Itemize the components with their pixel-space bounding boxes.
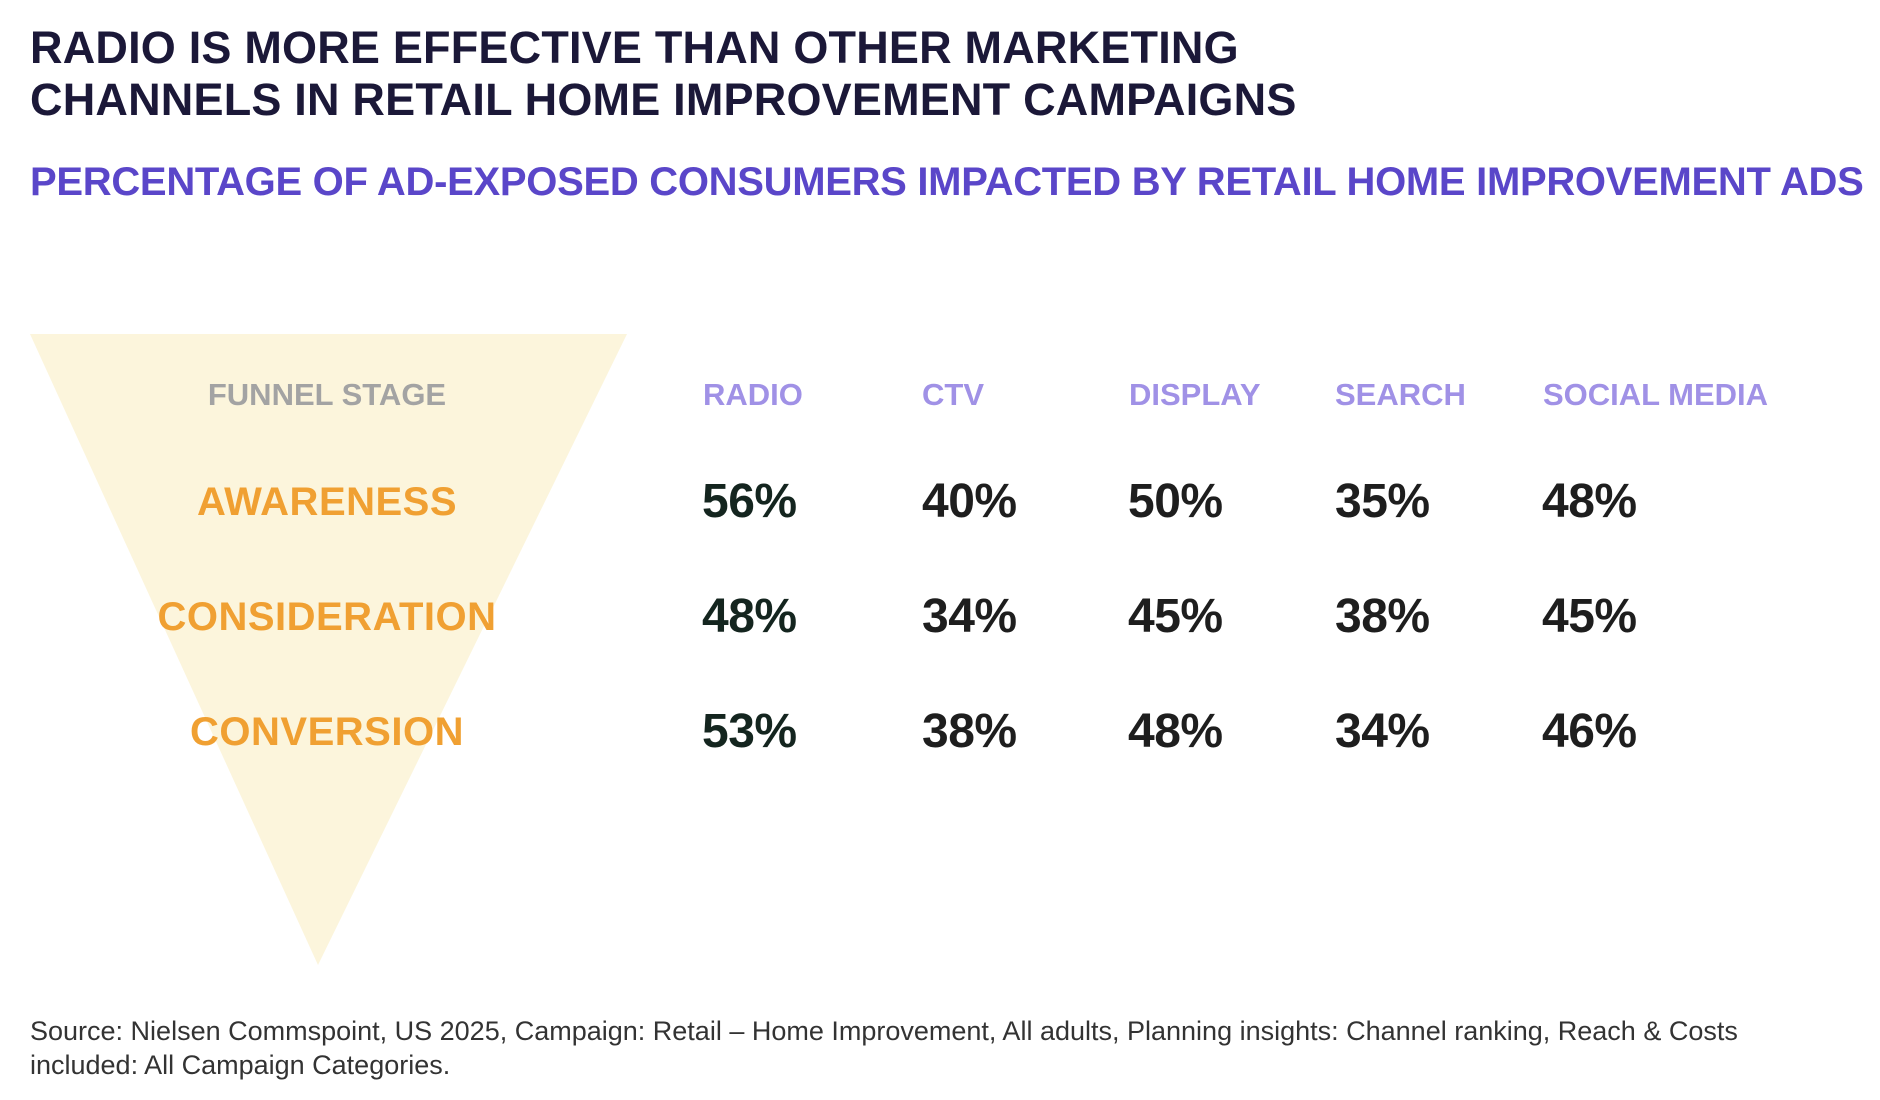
source-note: Source: Nielsen Commspoint, US 2025, Cam… (30, 1014, 1870, 1082)
value-awareness-radio: 56% (702, 475, 797, 528)
column-header-search: SEARCH (1335, 377, 1466, 412)
chart-title: RADIO IS MORE EFFECTIVE THAN OTHER MARKE… (30, 22, 1530, 126)
value-consideration-display: 45% (1128, 590, 1223, 643)
chart-title-line-2: CHANNELS IN RETAIL HOME IMPROVEMENT CAMP… (30, 74, 1297, 125)
value-conversion-ctv: 38% (922, 705, 1017, 758)
value-awareness-search: 35% (1335, 475, 1430, 528)
funnel-stage-header: FUNNEL STAGE (207, 377, 447, 412)
stage-label-awareness: AWARENESS (196, 480, 458, 524)
value-conversion-search: 34% (1335, 705, 1430, 758)
value-awareness-display: 50% (1128, 475, 1223, 528)
column-header-display: DISPLAY (1129, 377, 1261, 412)
funnel-triangle (30, 334, 627, 965)
value-consideration-social-media: 45% (1542, 590, 1637, 643)
value-awareness-social-media: 48% (1542, 475, 1637, 528)
value-conversion-radio: 53% (702, 705, 797, 758)
column-header-radio: RADIO (703, 377, 803, 412)
column-header-ctv: CTV (922, 377, 984, 412)
chart-subtitle: PERCENTAGE OF AD-EXPOSED CONSUMERS IMPAC… (30, 160, 1864, 204)
stage-label-conversion: CONVERSION (190, 710, 464, 754)
value-awareness-ctv: 40% (922, 475, 1017, 528)
column-header-social-media: SOCIAL MEDIA (1543, 377, 1769, 412)
value-consideration-ctv: 34% (922, 590, 1017, 643)
value-conversion-display: 48% (1128, 705, 1223, 758)
stage-label-consideration: CONSIDERATION (157, 595, 497, 639)
source-note-line-2: included: All Campaign Categories. (30, 1050, 451, 1080)
value-consideration-search: 38% (1335, 590, 1430, 643)
value-conversion-social-media: 46% (1542, 705, 1637, 758)
value-consideration-radio: 48% (702, 590, 797, 643)
chart-title-line-1: RADIO IS MORE EFFECTIVE THAN OTHER MARKE… (30, 22, 1239, 73)
source-note-line-1: Source: Nielsen Commspoint, US 2025, Cam… (30, 1016, 1738, 1046)
